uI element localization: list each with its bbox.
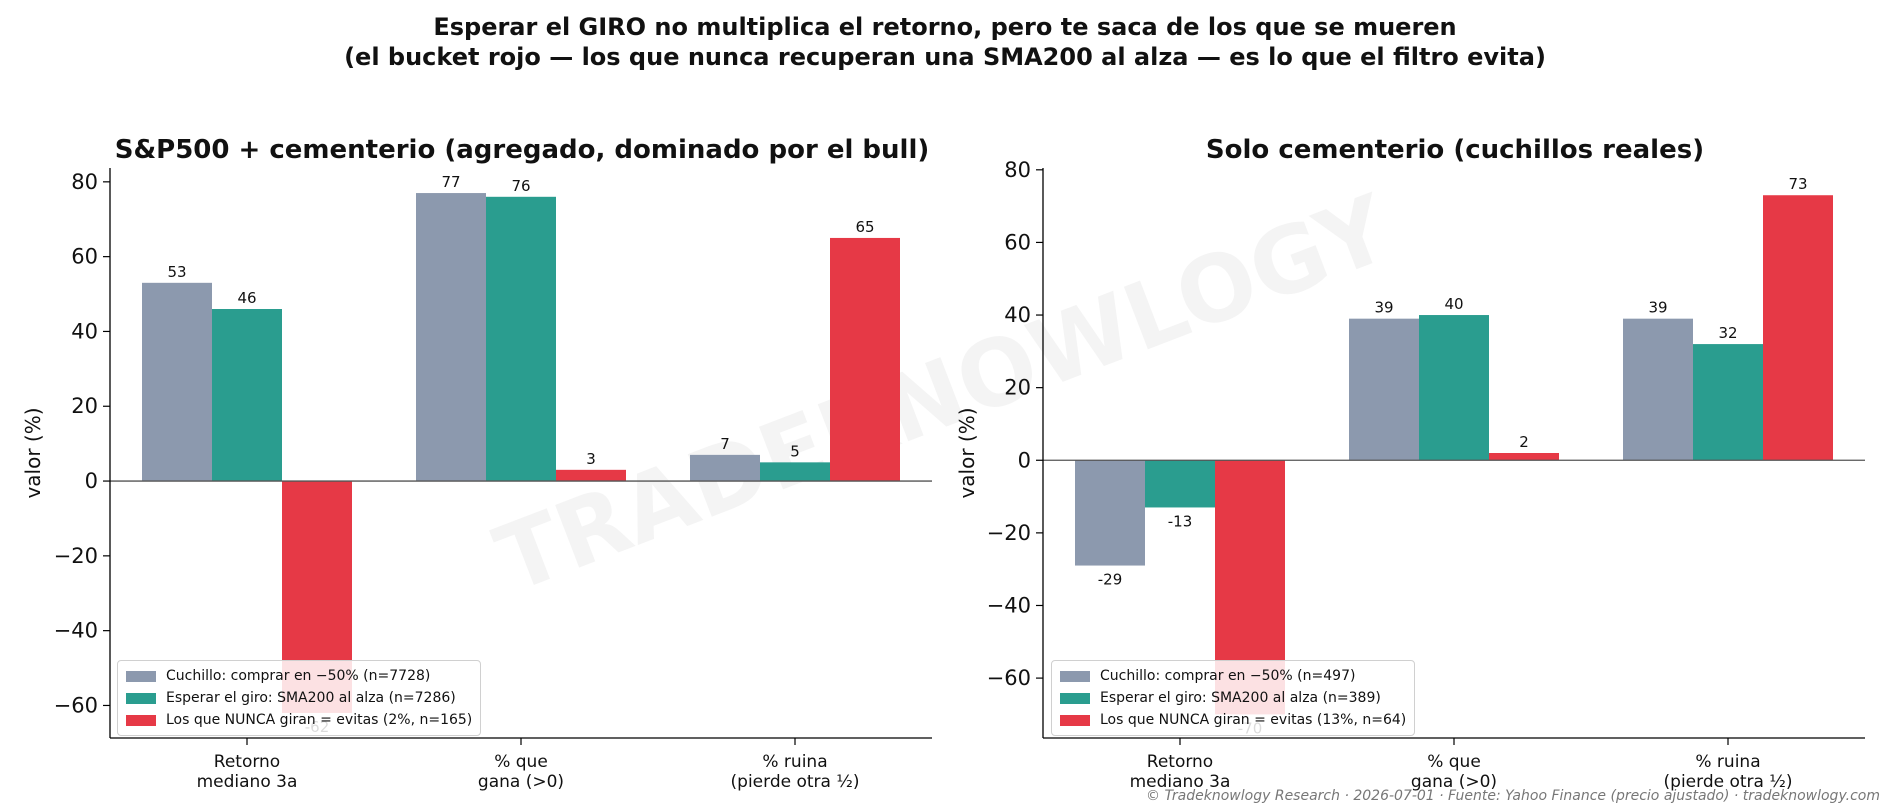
y-tick-label: −60 — [54, 693, 98, 717]
y-tick-label: 40 — [71, 319, 98, 343]
x-tick-label: % que — [1427, 752, 1481, 772]
bar-nunca — [1489, 453, 1559, 461]
y-tick-label: 0 — [85, 469, 98, 493]
bar-nunca — [556, 469, 626, 482]
bar-cuchillo — [1349, 318, 1419, 461]
legend-swatch-giro — [1060, 692, 1090, 704]
bar-cuchillo — [142, 282, 212, 482]
legend-label: Cuchillo: comprar en −50% (n=7728) — [166, 668, 431, 684]
y-tick-label: 80 — [1004, 158, 1031, 182]
bar-value-label: 76 — [511, 177, 530, 195]
bar-value-label: -29 — [1098, 571, 1123, 589]
bar-value-label: 77 — [441, 173, 460, 191]
y-tick-label: 20 — [71, 394, 98, 418]
bar-giro — [1693, 344, 1763, 461]
x-tick-label: % ruina — [762, 752, 827, 772]
x-tick-label: Retorno — [1147, 752, 1213, 772]
legend-label: Esperar el giro: SMA200 al alza (n=7286) — [166, 690, 456, 706]
bar-value-label: 2 — [1519, 433, 1529, 451]
x-tick-label: (pierde otra ½) — [731, 772, 860, 792]
legend-label: Los que NUNCA giran = evitas (13%, n=64) — [1100, 712, 1407, 728]
y-axis-label: valor (%) — [21, 407, 45, 498]
bar-nunca — [830, 237, 900, 482]
bar-value-label: 73 — [1788, 175, 1807, 193]
legend-item: Esperar el giro: SMA200 al alza (n=389) — [1060, 687, 1406, 709]
x-tick-label: mediano 3a — [197, 772, 298, 792]
x-tick-label: % que — [494, 752, 548, 772]
bar-giro — [486, 196, 556, 482]
bar-value-label: 39 — [1648, 299, 1667, 317]
legend-label: Los que NUNCA giran = evitas (2%, n=165) — [166, 712, 473, 728]
figure-title-line-2: (el bucket rojo — los que nunca recupera… — [344, 43, 1546, 71]
bar-value-label: 3 — [586, 450, 596, 468]
legend-item: Cuchillo: comprar en −50% (n=497) — [1060, 665, 1406, 687]
bar-cuchillo — [1623, 318, 1693, 461]
bar-value-label: 53 — [167, 263, 186, 281]
figure-title-line-1: Esperar el GIRO no multiplica el retorno… — [433, 13, 1457, 41]
legend-swatch-nunca — [1060, 714, 1090, 726]
x-tick-label: (pierde otra ½) — [1664, 772, 1793, 792]
bar-value-label: 40 — [1444, 295, 1463, 313]
bar-nunca — [1763, 195, 1833, 461]
bar-value-label: 39 — [1374, 299, 1393, 317]
chart-title: S&P500 + cementerio (agregado, dominado … — [115, 135, 930, 165]
y-tick-label: 80 — [71, 170, 98, 194]
y-tick-label: −40 — [987, 593, 1031, 617]
bar-giro — [1145, 460, 1215, 508]
bar-giro — [1419, 315, 1489, 461]
y-tick-label: −20 — [54, 544, 98, 568]
y-tick-label: 60 — [1004, 230, 1031, 254]
legend-swatch-giro — [126, 692, 156, 704]
y-tick-label: 20 — [1004, 376, 1031, 400]
y-tick-label: 60 — [71, 245, 98, 269]
y-tick-label: 0 — [1018, 448, 1031, 472]
legend-right: Cuchillo: comprar en −50% (n=497) Espera… — [1051, 660, 1416, 736]
figure-title: Esperar el GIRO no multiplica el retorno… — [0, 12, 1890, 72]
bar-value-label: -13 — [1168, 512, 1193, 530]
y-axis-label: valor (%) — [955, 407, 979, 498]
bar-cuchillo — [1075, 460, 1145, 566]
y-tick-label: 40 — [1004, 303, 1031, 327]
bar-value-label: 7 — [720, 435, 730, 453]
bar-value-label: 32 — [1718, 324, 1737, 342]
bar-value-label: 5 — [790, 442, 800, 460]
legend-label: Esperar el giro: SMA200 al alza (n=389) — [1100, 690, 1381, 706]
legend-item: Los que NUNCA giran = evitas (2%, n=165) — [126, 709, 472, 731]
x-tick-label: gana (>0) — [478, 772, 564, 792]
bar-value-label: 65 — [855, 218, 874, 236]
x-tick-label: Retorno — [214, 752, 280, 772]
bar-cuchillo — [690, 454, 760, 482]
bar-value-label: 46 — [237, 289, 256, 307]
bar-giro — [760, 462, 830, 482]
y-tick-label: −60 — [987, 666, 1031, 690]
legend-swatch-cuchillo — [1060, 670, 1090, 682]
legend-swatch-cuchillo — [126, 670, 156, 682]
legend-item: Los que NUNCA giran = evitas (13%, n=64) — [1060, 709, 1406, 731]
legend-item: Cuchillo: comprar en −50% (n=7728) — [126, 665, 472, 687]
chart-title: Solo cementerio (cuchillos reales) — [1206, 135, 1704, 165]
footer-credit: © Tradeknowlogy Research · 2026-07-01 · … — [1146, 788, 1880, 804]
bar-cuchillo — [416, 193, 486, 482]
y-tick-label: −20 — [987, 521, 1031, 545]
legend-item: Esperar el giro: SMA200 al alza (n=7286) — [126, 687, 472, 709]
legend-left: Cuchillo: comprar en −50% (n=7728) Esper… — [117, 660, 482, 736]
legend-swatch-nunca — [126, 714, 156, 726]
x-tick-label: % ruina — [1695, 752, 1760, 772]
y-tick-label: −40 — [54, 619, 98, 643]
x-tick-label: gana (>0) — [1411, 772, 1497, 792]
legend-label: Cuchillo: comprar en −50% (n=497) — [1100, 668, 1356, 684]
x-tick-label: mediano 3a — [1130, 772, 1231, 792]
bar-giro — [212, 309, 282, 482]
